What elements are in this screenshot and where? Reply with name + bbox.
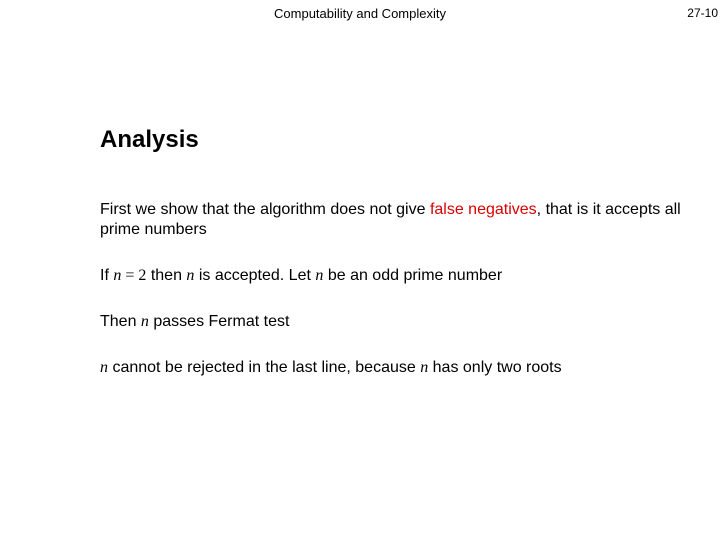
- slide: Computability and Complexity 27-10 Analy…: [0, 0, 720, 540]
- text: Then: [100, 313, 141, 330]
- text: If: [100, 267, 113, 284]
- math-var-n: n: [141, 313, 149, 330]
- highlight-false-negatives: false negatives: [430, 201, 537, 218]
- body-text: First we show that the algorithm does no…: [100, 200, 710, 378]
- text: passes Fermat test: [149, 313, 290, 330]
- section-heading: Analysis: [100, 126, 199, 154]
- text: is accepted. Let: [194, 267, 315, 284]
- text: be an odd prime number: [323, 267, 502, 284]
- math-var-n: n: [420, 359, 428, 376]
- math-var-n: n: [100, 359, 108, 376]
- text: has only two roots: [428, 359, 561, 376]
- page-number: 27-10: [687, 6, 718, 20]
- paragraph-2: If n = 2 then n is accepted. Let n be an…: [100, 266, 710, 286]
- header-title: Computability and Complexity: [0, 6, 720, 21]
- text: then: [146, 267, 186, 284]
- paragraph-4: n cannot be rejected in the last line, b…: [100, 358, 710, 378]
- text: First we show that the algorithm does no…: [100, 201, 430, 218]
- paragraph-1: First we show that the algorithm does no…: [100, 200, 710, 240]
- paragraph-3: Then n passes Fermat test: [100, 312, 710, 332]
- text: cannot be rejected in the last line, bec…: [108, 359, 420, 376]
- math-eq: =: [121, 267, 138, 284]
